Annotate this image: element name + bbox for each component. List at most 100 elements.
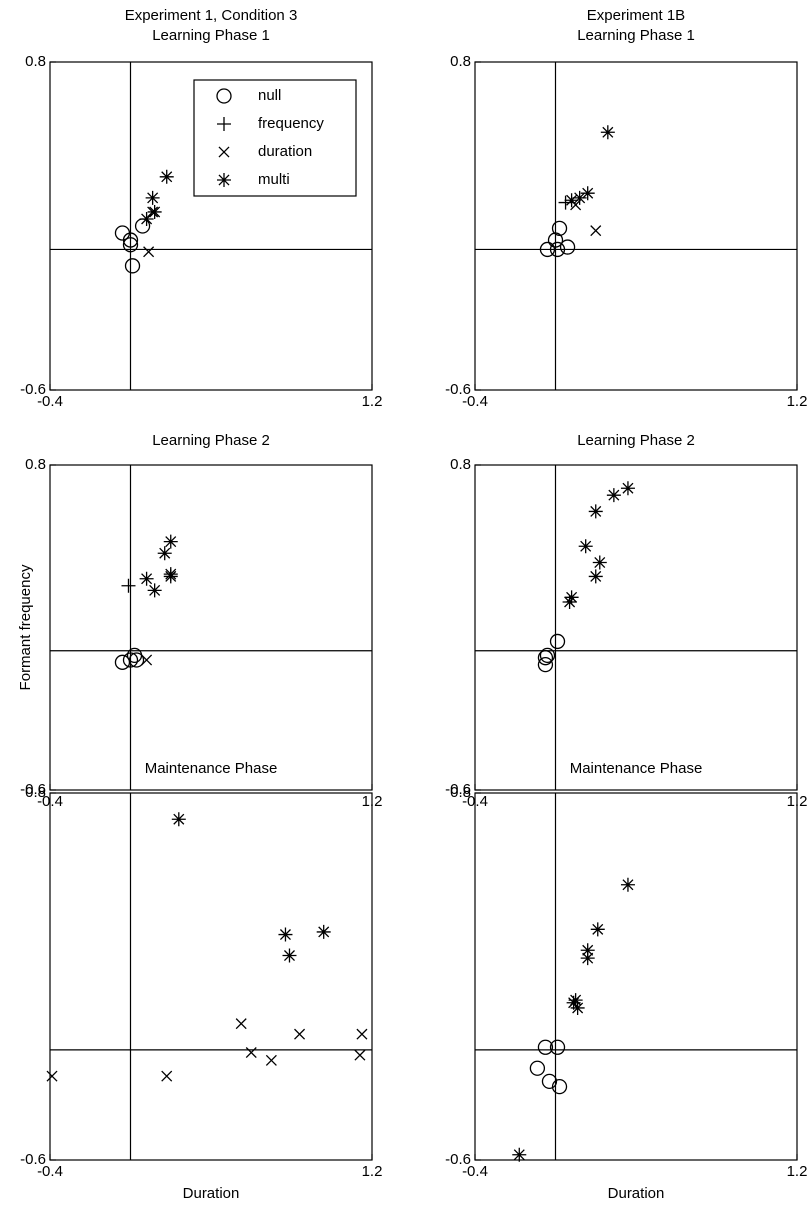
x-tick-label: -0.4 [37,1163,63,1180]
point-star [600,125,615,140]
point-star [159,169,174,184]
point-star [566,995,581,1010]
point-circle [128,652,145,668]
chart-subtitle: Learning Phase 1 [577,27,695,44]
point-circle [551,1078,568,1095]
point-star [578,539,593,554]
point-circle [539,647,556,663]
point-x [354,1049,366,1061]
point-circle [537,1039,554,1055]
point-star [592,555,607,570]
point-plus [558,195,573,210]
point-star [171,812,186,827]
point-circle [122,232,139,248]
point-x [143,246,155,258]
x-tick-label: 1.2 [787,393,808,410]
y-tick-label: -0.6 [20,381,46,398]
point-circle [549,1039,566,1055]
x-axis-label: Duration [608,1185,665,1202]
point-star [580,943,595,958]
plot-frame [474,792,798,1161]
point-star [145,190,160,205]
point-circle [134,218,151,234]
point-star [588,569,603,584]
x-tick-label: 1.2 [362,393,383,410]
point-x [245,1047,257,1059]
point-circle [549,241,566,258]
legend-marker [218,146,230,158]
point-star [139,571,154,586]
point-star [564,590,579,605]
y-tick-label: 0.8 [450,784,471,801]
point-x [356,1028,368,1040]
point-star [564,193,579,208]
y-tick-label: 0.8 [450,53,471,70]
point-star [147,204,162,219]
y-tick-label: 0.8 [450,456,471,473]
point-x [141,654,153,666]
point-star [157,546,172,561]
point-x [46,1070,58,1082]
y-tick-label: -0.6 [445,1151,471,1168]
legend-marker [217,117,231,131]
point-star [139,211,154,226]
point-x [294,1028,306,1040]
point-star [316,924,331,939]
point-star [163,534,178,549]
point-star [590,922,605,937]
plot-frame [49,792,373,1161]
legend-label: null [258,87,281,104]
y-tick-label: -0.6 [20,781,46,798]
plot-frame [49,464,373,791]
x-tick-label: -0.4 [462,393,488,410]
point-star [606,488,621,503]
chart-subtitle: Learning Phase 1 [152,27,270,44]
y-axis-label: Formant frequency [17,564,34,690]
point-x [265,1054,277,1066]
y-tick-label: 0.8 [25,784,46,801]
point-circle [124,258,141,274]
point-star [163,569,178,584]
chart-title: Learning Phase 2 [152,432,270,449]
point-circle [122,237,139,253]
point-star [580,186,595,201]
point-star [620,481,635,496]
point-star [620,877,635,892]
x-tick-label: 1.2 [362,1163,383,1180]
point-circle [559,239,576,255]
y-tick-label: -0.6 [445,781,471,798]
y-tick-label: -0.6 [20,1151,46,1168]
legend-label: multi [258,171,290,188]
plot-frame [49,61,373,391]
point-circle [551,220,568,236]
plot-frame [474,61,798,391]
point-x [161,1070,173,1082]
x-axis-label: Duration [183,1185,240,1202]
y-tick-label: 0.8 [25,456,46,473]
point-star [147,583,162,598]
point-star [580,951,595,966]
point-star [282,948,297,963]
point-star [570,1000,585,1015]
x-tick-label: -0.4 [462,1163,488,1180]
chart-title: Experiment 1, Condition 3 [125,7,298,24]
point-circle [549,633,566,650]
point-x [590,225,602,237]
legend-label: frequency [258,115,324,132]
point-x [235,1018,247,1030]
point-star [278,927,293,942]
point-circle [539,241,556,258]
legend-marker [217,173,231,187]
y-tick-label: 0.8 [25,53,46,70]
point-circle [529,1060,546,1076]
point-star [512,1147,527,1162]
point-plus [121,578,136,593]
point-circle [122,652,139,668]
x-tick-label: 1.2 [787,1163,808,1180]
plot-frame [474,464,798,791]
legend-marker [216,88,232,104]
chart-title: Experiment 1B [587,7,685,24]
point-star [588,504,603,519]
